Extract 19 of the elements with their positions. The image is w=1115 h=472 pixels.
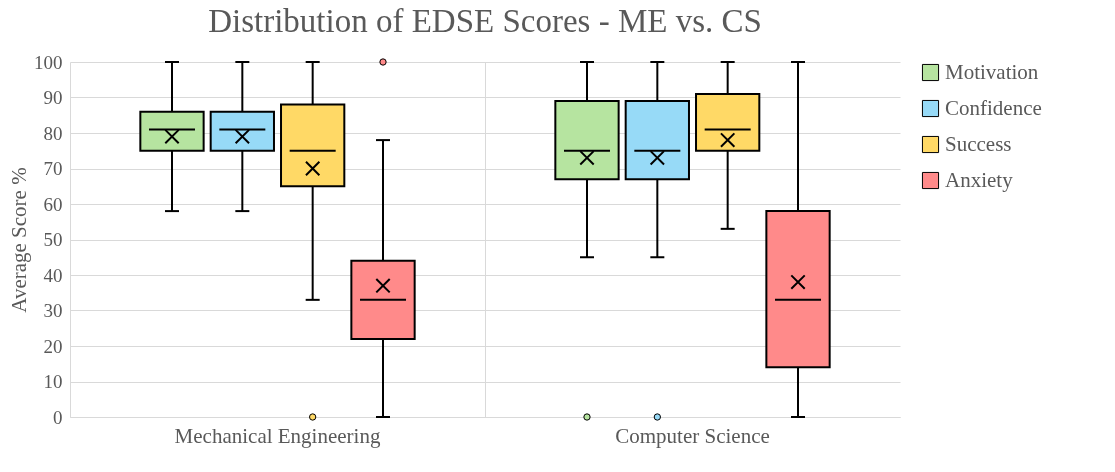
- y-tick-label: 0: [53, 406, 63, 428]
- y-tick-label: 10: [43, 371, 63, 392]
- y-tick-label: 50: [43, 229, 63, 250]
- chart-title: Distribution of EDSE Scores - ME vs. CS: [208, 3, 762, 39]
- legend-label: Success: [945, 131, 1012, 156]
- y-tick-label: 40: [43, 264, 63, 286]
- y-axis-title: Average Score %: [7, 167, 31, 313]
- y-tick-label: 80: [43, 122, 63, 144]
- legend-label: Motivation: [945, 59, 1039, 84]
- y-tick-label: 100: [34, 51, 63, 73]
- legend-label: Anxiety: [945, 167, 1014, 192]
- y-tick-label: 60: [43, 193, 63, 215]
- y-tick-label: 30: [43, 300, 63, 321]
- y-tick-label: 20: [43, 335, 63, 357]
- x-tick-label: Computer Science: [615, 423, 770, 448]
- y-tick-label: 70: [43, 158, 63, 179]
- x-tick-label: Mechanical Engineering: [174, 423, 381, 448]
- legend-label: Confidence: [945, 95, 1042, 120]
- y-tick-label: 90: [43, 87, 63, 108]
